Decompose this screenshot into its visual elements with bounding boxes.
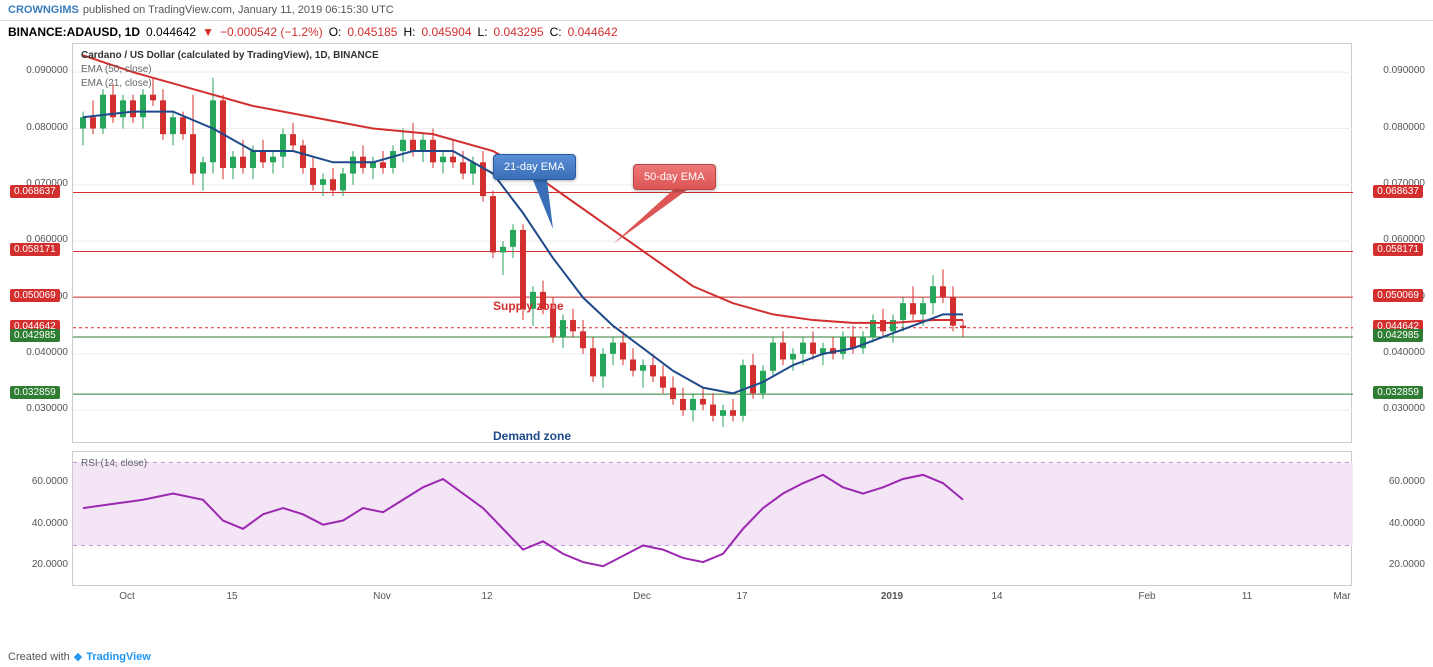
chart-container: Cardano / US Dollar (calculated by Tradi…	[0, 43, 1433, 618]
price-label-left: 0.068637	[10, 185, 60, 198]
x-axis: Oct 15 Nov 12 Dec 17 2019 14 Feb 11 Mar	[72, 591, 1352, 611]
down-arrow-icon: ▼	[202, 25, 214, 39]
tradingview-logo-icon: ◆	[74, 650, 82, 663]
ohlc-c: 0.044642	[568, 25, 618, 39]
x-tick-label: 2019	[881, 591, 903, 602]
chart-title: Cardano / US Dollar (calculated by Tradi…	[81, 50, 379, 61]
rsi-y-tick-label: 40.0000	[8, 518, 68, 529]
price-label-left: 0.042985	[10, 329, 60, 342]
ohlc-h: 0.045904	[421, 25, 471, 39]
y-tick-label: 0.030000	[1365, 403, 1425, 414]
x-tick-label: Dec	[633, 591, 651, 602]
y-tick-label: 0.090000	[8, 65, 68, 76]
rsi-chart[interactable]: RSI (14, close)	[72, 451, 1352, 586]
x-tick-label: Nov	[373, 591, 391, 602]
ohlc-l-label: L:	[478, 25, 488, 39]
y-tick-label: 0.040000	[8, 347, 68, 358]
symbol-bar: BINANCE:ADAUSD, 1D 0.044642 ▼ −0.000542 …	[0, 21, 1433, 43]
ohlc-h-label: H:	[403, 25, 415, 39]
footer: Created with ◆ TradingView	[8, 650, 151, 663]
zone-label: Supply zone	[493, 299, 564, 313]
price-label-right: 0.058171	[1373, 243, 1423, 256]
price-label-left: 0.050069	[10, 289, 60, 302]
indicator-ema50: EMA (50, close)	[81, 64, 152, 75]
indicator-ema21: EMA (21, close)	[81, 78, 152, 89]
rsi-label: RSI (14, close)	[81, 458, 147, 469]
author-name[interactable]: CROWNGIMS	[8, 4, 79, 16]
callout-blue: 21-day EMA	[493, 154, 576, 180]
rsi-y-tick-label: 40.0000	[1365, 518, 1425, 529]
header-bar: CROWNGIMS published on TradingView.com, …	[0, 0, 1433, 21]
x-tick-label: 12	[481, 591, 492, 602]
ohlc-o: 0.045185	[347, 25, 397, 39]
main-price-chart[interactable]: Cardano / US Dollar (calculated by Tradi…	[72, 43, 1352, 443]
symbol-name: BINANCE:ADAUSD, 1D	[8, 25, 140, 39]
change-value: −0.000542 (−1.2%)	[220, 25, 323, 39]
ohlc-o-label: O:	[329, 25, 342, 39]
price-label-right: 0.068637	[1373, 185, 1423, 198]
price-label-right: 0.050069	[1373, 289, 1423, 302]
x-tick-label: 14	[991, 591, 1002, 602]
y-tick-label: 0.090000	[1365, 65, 1425, 76]
y-tick-label: 0.030000	[8, 403, 68, 414]
rsi-y-tick-label: 20.0000	[1365, 559, 1425, 570]
zone-label: Demand zone	[493, 429, 571, 443]
y-tick-label: 0.080000	[8, 122, 68, 133]
y-tick-label: 0.080000	[1365, 122, 1425, 133]
price-label-right: 0.032859	[1373, 386, 1423, 399]
ohlc-c-label: C:	[550, 25, 562, 39]
ohlc-l: 0.043295	[494, 25, 544, 39]
x-tick-label: 17	[736, 591, 747, 602]
x-tick-label: Feb	[1138, 591, 1155, 602]
rsi-y-tick-label: 20.0000	[8, 559, 68, 570]
callout-red: 50-day EMA	[633, 164, 716, 190]
price-label-right: 0.042985	[1373, 329, 1423, 342]
price-label-left: 0.032859	[10, 386, 60, 399]
x-tick-label: 15	[226, 591, 237, 602]
last-price: 0.044642	[146, 25, 196, 39]
y-tick-label: 0.040000	[1365, 347, 1425, 358]
rsi-y-tick-label: 60.0000	[8, 476, 68, 487]
footer-brand[interactable]: TradingView	[86, 651, 151, 663]
x-tick-label: Mar	[1333, 591, 1350, 602]
x-tick-label: Oct	[119, 591, 135, 602]
footer-created: Created with	[8, 651, 70, 663]
rsi-y-tick-label: 60.0000	[1365, 476, 1425, 487]
publish-info: published on TradingView.com, January 11…	[83, 4, 394, 16]
price-label-left: 0.058171	[10, 243, 60, 256]
x-tick-label: 11	[1242, 591, 1252, 602]
